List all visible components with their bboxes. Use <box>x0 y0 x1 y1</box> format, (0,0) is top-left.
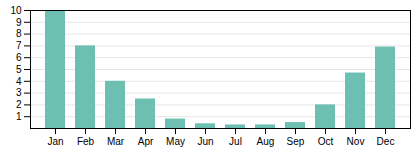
svg-text:Jun: Jun <box>197 136 213 147</box>
svg-text:10: 10 <box>10 5 22 16</box>
svg-text:4: 4 <box>16 76 22 87</box>
svg-text:Feb: Feb <box>77 136 95 147</box>
svg-text:3: 3 <box>16 87 22 98</box>
svg-text:Sep: Sep <box>287 136 305 147</box>
svg-text:Jan: Jan <box>47 136 63 147</box>
svg-text:Jul: Jul <box>229 136 242 147</box>
svg-text:1: 1 <box>16 111 22 122</box>
svg-text:8: 8 <box>16 28 22 39</box>
svg-text:Apr: Apr <box>138 136 154 147</box>
svg-text:5: 5 <box>16 64 22 75</box>
svg-text:7: 7 <box>16 40 22 51</box>
svg-text:Aug: Aug <box>257 136 275 147</box>
svg-text:Dec: Dec <box>377 136 395 147</box>
svg-text:9: 9 <box>16 17 22 28</box>
svg-text:6: 6 <box>16 52 22 63</box>
svg-text:Mar: Mar <box>107 136 125 147</box>
svg-text:2: 2 <box>16 99 22 110</box>
svg-text:May: May <box>166 136 185 147</box>
svg-text:Oct: Oct <box>318 136 334 147</box>
svg-text:Nov: Nov <box>347 136 365 147</box>
